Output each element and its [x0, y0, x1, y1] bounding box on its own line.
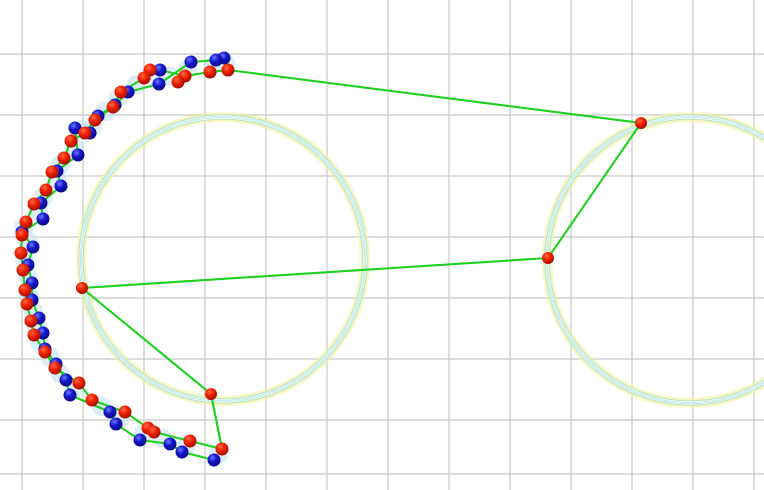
marker-blue-1[interactable]	[209, 53, 223, 67]
marker-blue-3[interactable]	[153, 63, 167, 77]
marker-red-12[interactable]	[45, 165, 59, 179]
marker-red-16[interactable]	[15, 228, 29, 242]
vertex-left-bottom[interactable]	[205, 388, 217, 400]
marker-red-15[interactable]	[19, 215, 33, 229]
edge-hub-to-bottom	[80, 286, 213, 396]
circle-curve-left-circle	[80, 116, 366, 402]
vertex-layer[interactable]	[76, 117, 647, 400]
marker-blue-4[interactable]	[152, 77, 166, 91]
marker-red-24[interactable]	[48, 361, 62, 375]
marker-blue-29[interactable]	[163, 437, 177, 451]
vertex-mid-right[interactable]	[542, 252, 554, 264]
marker-red-26[interactable]	[85, 393, 99, 407]
vertex-left-hub[interactable]	[76, 282, 88, 294]
marker-red-25[interactable]	[72, 376, 86, 390]
marker-blue-2[interactable]	[184, 55, 198, 69]
marker-red-13[interactable]	[39, 183, 53, 197]
marker-red-29[interactable]	[147, 425, 161, 439]
marker-blue-27[interactable]	[109, 417, 123, 431]
marker-red-17[interactable]	[14, 246, 28, 260]
marker-blue-9[interactable]	[68, 121, 82, 135]
marker-red-21[interactable]	[24, 314, 38, 328]
marker-red-3[interactable]	[171, 75, 185, 89]
marker-red-10[interactable]	[64, 134, 78, 148]
vertex-top-right[interactable]	[635, 117, 647, 129]
marker-red-8[interactable]	[88, 113, 102, 127]
edge-hub-to-midright	[80, 256, 550, 290]
marker-blue-28[interactable]	[133, 433, 147, 447]
marker-red-14[interactable]	[27, 197, 41, 211]
marker-red-31[interactable]	[215, 442, 229, 456]
marker-red-19[interactable]	[18, 283, 32, 297]
edge-topright-to-polyline	[226, 68, 643, 125]
edge-layer	[80, 68, 643, 451]
marker-layer[interactable]	[14, 51, 235, 467]
marker-red-5[interactable]	[137, 71, 151, 85]
edge-bottom-to-polyline	[209, 392, 224, 451]
marker-red-20[interactable]	[20, 297, 34, 311]
marker-red-18[interactable]	[16, 263, 30, 277]
marker-red-30[interactable]	[183, 434, 197, 448]
marker-red-22[interactable]	[27, 328, 41, 342]
marker-blue-14[interactable]	[36, 212, 50, 226]
marker-red-0[interactable]	[221, 63, 235, 77]
marker-blue-10[interactable]	[71, 148, 85, 162]
marker-red-7[interactable]	[106, 100, 120, 114]
marker-red-6[interactable]	[114, 85, 128, 99]
marker-red-27[interactable]	[118, 405, 132, 419]
marker-red-9[interactable]	[78, 126, 92, 140]
edge-midright-to-topright	[546, 121, 643, 260]
marker-red-11[interactable]	[57, 151, 71, 165]
marker-red-23[interactable]	[38, 345, 52, 359]
marker-red-1[interactable]	[203, 65, 217, 79]
marker-blue-24[interactable]	[59, 373, 73, 387]
marker-blue-12[interactable]	[54, 179, 68, 193]
marker-blue-26[interactable]	[103, 405, 117, 419]
marker-blue-31[interactable]	[207, 453, 221, 467]
marker-blue-16[interactable]	[26, 240, 40, 254]
marker-blue-30[interactable]	[175, 445, 189, 459]
marker-blue-25[interactable]	[63, 388, 77, 402]
